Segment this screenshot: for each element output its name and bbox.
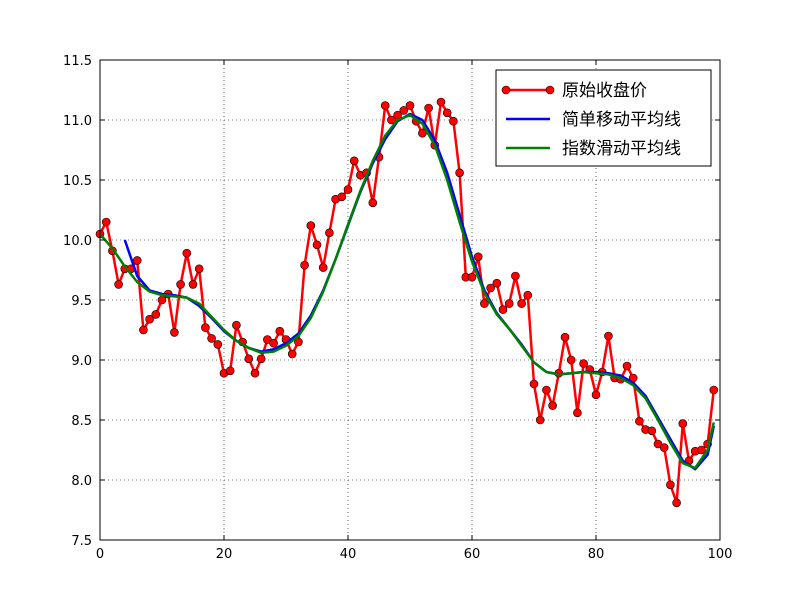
data-point [114, 280, 123, 289]
data-point [511, 271, 520, 281]
data-point [275, 326, 285, 336]
data-point [666, 480, 675, 490]
y-tick-label: 9.5 [71, 294, 92, 309]
data-point [318, 263, 328, 272]
data-point [380, 101, 390, 110]
data-point [436, 97, 446, 107]
data-point [343, 185, 353, 194]
data-point [225, 366, 235, 376]
data-point [399, 106, 409, 115]
data-point [312, 240, 322, 250]
data-point [250, 368, 260, 378]
y-tick-label: 8.0 [71, 474, 92, 489]
data-point [306, 221, 316, 230]
series-layer [95, 97, 719, 508]
data-point [269, 338, 278, 348]
data-point [542, 385, 551, 395]
data-point [101, 217, 111, 227]
data-point [418, 128, 427, 138]
data-point [139, 325, 148, 335]
x-tick-label: 0 [96, 547, 104, 562]
legend-marker [545, 85, 555, 95]
x-tick-label: 20 [216, 547, 233, 562]
data-point [188, 280, 198, 289]
data-point [194, 264, 204, 274]
data-point [349, 156, 359, 166]
legend-label: 原始收盘价 [562, 81, 647, 101]
data-point [591, 390, 601, 400]
data-point [182, 248, 192, 258]
data-point [157, 295, 167, 305]
data-point [201, 323, 210, 332]
data-point [424, 103, 433, 113]
data-point [535, 415, 545, 425]
data-point [232, 320, 241, 330]
data-point [170, 328, 179, 337]
data-point [368, 198, 378, 208]
data-point [697, 445, 706, 455]
y-tick-label: 10.0 [63, 234, 92, 249]
data-point [256, 354, 266, 364]
data-point [486, 283, 495, 293]
data-point [300, 260, 309, 270]
y-tick-label: 9.0 [71, 354, 92, 369]
data-point [151, 310, 161, 319]
data-point [517, 299, 526, 308]
data-point [498, 305, 508, 314]
x-tick-label: 100 [708, 547, 733, 562]
data-point [294, 337, 303, 347]
data-point [622, 361, 632, 371]
y-tick-label: 11.5 [63, 54, 92, 69]
data-point [566, 355, 576, 365]
y-tick-label: 8.5 [71, 414, 92, 429]
data-point [325, 228, 334, 238]
data-point [480, 299, 489, 308]
series-line-2 [99, 113, 716, 470]
data-point [492, 278, 502, 288]
y-tick-label: 10.5 [63, 174, 92, 189]
data-point [473, 252, 483, 262]
data-point [560, 332, 570, 342]
data-point [529, 379, 539, 389]
data-point [659, 443, 669, 452]
data-point [709, 385, 719, 395]
data-point [672, 498, 681, 508]
data-point [678, 419, 688, 428]
legend-marker [501, 85, 511, 95]
legend-label: 简单移动平均线 [562, 110, 681, 130]
data-point [548, 401, 557, 410]
data-point [647, 426, 657, 436]
data-point [579, 359, 588, 368]
x-tick-label: 40 [340, 547, 357, 562]
axis-ticks: 0 20 40 60 80 100 7.5 8.0 8.5 9.0 9.5 10.0 10.5 11.0 1… [63, 54, 732, 562]
x-tick-label: 80 [588, 547, 605, 562]
data-point [573, 408, 582, 418]
data-point [145, 314, 154, 324]
legend-label: 指数滑动平均线 [562, 139, 681, 159]
data-point [442, 108, 452, 118]
data-point [635, 416, 644, 426]
data-point [455, 168, 464, 178]
y-tick-label: 7.5 [71, 534, 92, 549]
data-point [287, 349, 297, 359]
data-point [504, 299, 514, 308]
data-point [387, 115, 396, 125]
data-point [604, 331, 613, 341]
data-point [337, 192, 347, 202]
series-line-1 [123, 112, 716, 471]
data-point [132, 256, 142, 265]
x-tick-label: 60 [464, 547, 481, 562]
data-point [405, 101, 415, 110]
data-point [449, 116, 458, 126]
data-point [213, 340, 223, 349]
data-point [207, 334, 216, 343]
y-tick-label: 11.0 [63, 114, 92, 129]
data-point [467, 272, 477, 282]
data-point [176, 280, 185, 289]
data-point [523, 290, 533, 300]
data-point [244, 354, 254, 364]
